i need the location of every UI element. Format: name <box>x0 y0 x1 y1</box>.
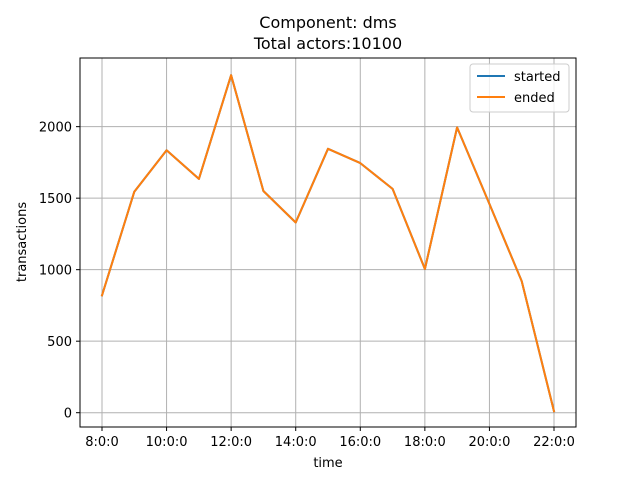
legend-label-started: started <box>514 70 561 85</box>
y-axis-label: transactions <box>15 202 30 282</box>
x-tick-label: 10:0:0 <box>146 435 188 450</box>
y-tick-label: 1500 <box>39 192 72 207</box>
series-layer <box>100 74 556 413</box>
x-tick-label: 12:0:0 <box>210 435 252 450</box>
plot-frame <box>79 57 577 428</box>
x-tick-label: 22:0:0 <box>533 435 575 450</box>
y-tick-label: 1000 <box>39 264 72 279</box>
x-tick-label: 8:0:0 <box>85 435 119 450</box>
x-axis-ticks: 8:0:0 10:0:0 12:0:0 14:0:0 16:0:0 18:0:0 20:0:… <box>85 427 575 450</box>
y-tick-label: 500 <box>47 335 72 350</box>
chart-title: Component: dms <box>259 13 396 32</box>
x-tick-label: 20:0:0 <box>469 435 511 450</box>
series-line-ended <box>100 74 556 413</box>
legend-label-ended: ended <box>514 91 555 106</box>
grid <box>80 58 576 427</box>
y-tick-label: 2000 <box>39 121 72 136</box>
x-tick-label: 16:0:0 <box>339 435 381 450</box>
x-axis-label: time <box>313 456 342 471</box>
y-axis-ticks: 0 500 1000 1500 2000 <box>39 121 80 422</box>
y-tick-label: 0 <box>64 407 72 422</box>
chart-subtitle: Total actors:10100 <box>253 34 402 53</box>
x-tick-label: 14:0:0 <box>275 435 317 450</box>
x-tick-label: 18:0:0 <box>404 435 446 450</box>
series-line-started <box>100 74 556 413</box>
legend: started ended <box>469 63 570 113</box>
